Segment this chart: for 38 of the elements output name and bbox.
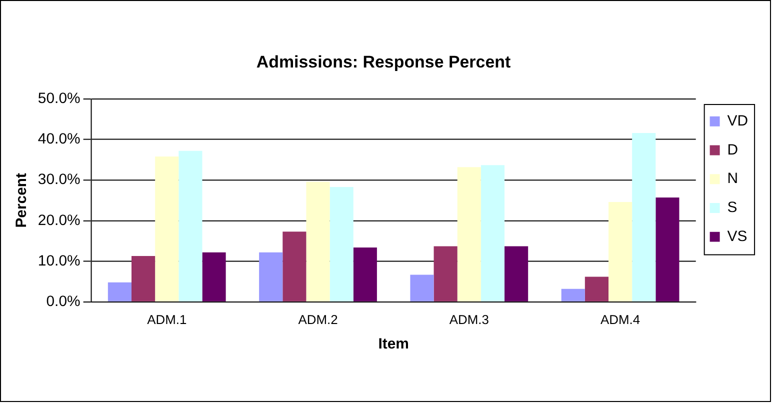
bar — [410, 274, 434, 302]
bar — [132, 256, 156, 302]
legend-label: S — [727, 199, 738, 216]
bar — [282, 232, 306, 302]
bar — [656, 198, 680, 302]
x-tick-label: ADM.3 — [449, 312, 489, 328]
y-tick-label: 40.0% — [38, 130, 80, 148]
chart-title: Admissions: Response Percent — [256, 52, 511, 72]
y-tick-label: 30.0% — [38, 171, 80, 188]
bar — [504, 246, 528, 302]
y-tick-label: 20.0% — [38, 212, 80, 229]
bar — [480, 165, 505, 302]
bar — [259, 252, 283, 302]
bar — [608, 202, 632, 302]
y-tick-label: 0.0% — [46, 293, 80, 310]
y-tick-label: 50.0% — [38, 90, 80, 108]
bar — [202, 252, 226, 302]
bar — [561, 288, 585, 302]
bar — [584, 276, 608, 302]
bar — [457, 167, 481, 302]
legend-label: VS — [727, 228, 748, 245]
y-tick-label: 10.0% — [38, 252, 80, 270]
x-tick-label: ADM.4 — [600, 312, 640, 328]
y-axis-title: Percent — [13, 173, 30, 228]
x-tick-label: ADM.2 — [298, 312, 338, 328]
bar — [155, 156, 179, 302]
legend-label: D — [727, 141, 738, 158]
bar — [108, 282, 132, 302]
bar — [632, 133, 656, 302]
bar — [353, 247, 377, 302]
bar — [306, 182, 330, 302]
x-axis-title: Item — [378, 335, 409, 352]
legend-label: VD — [727, 112, 748, 130]
bar — [434, 246, 458, 302]
bar — [330, 187, 354, 302]
bar — [178, 150, 202, 302]
legend-label: N — [727, 170, 738, 188]
x-tick-label: ADM.1 — [147, 312, 187, 328]
